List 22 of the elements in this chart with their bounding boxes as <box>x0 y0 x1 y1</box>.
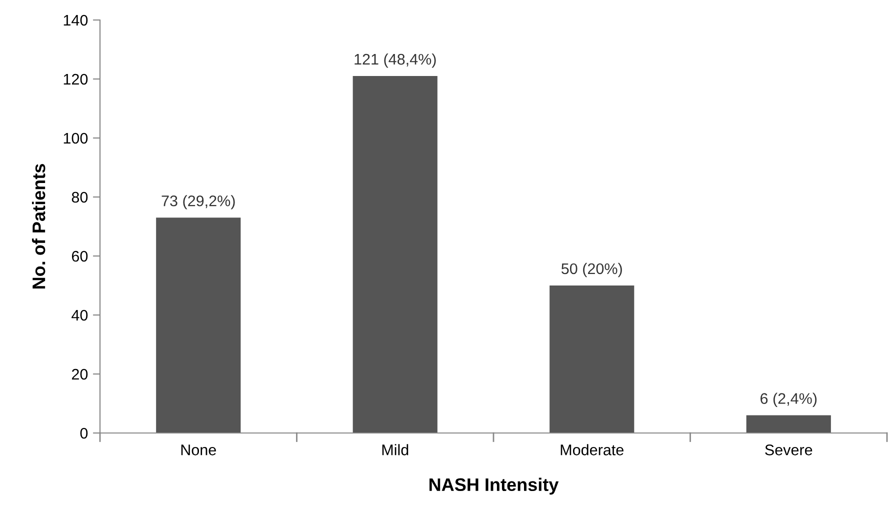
y-axis-title: No. of Patients <box>32 164 46 288</box>
data-label: 50 (20%) <box>561 262 622 278</box>
bar <box>352 76 438 433</box>
bar <box>156 218 241 433</box>
bar <box>746 415 831 433</box>
x-tick-label: Mild <box>382 444 408 456</box>
x-tick-label: None <box>181 444 216 456</box>
y-tick-label: 140 <box>64 14 88 26</box>
y-tick-label: 0 <box>80 428 88 439</box>
bar <box>550 286 634 433</box>
y-tick-label: 60 <box>72 250 88 262</box>
data-label: 73 (29,2%) <box>162 195 235 210</box>
y-tick-label: 20 <box>72 368 88 380</box>
y-tick-label: 80 <box>72 192 88 203</box>
y-tick-label: 40 <box>72 310 88 321</box>
data-label: 121 (48,4%) <box>354 53 436 68</box>
x-tick-label: Moderate <box>560 444 624 456</box>
y-tick-label: 120 <box>64 74 88 85</box>
x-axis-title: NASH Intensity <box>430 478 559 495</box>
x-tick-label: Severe <box>765 444 812 456</box>
y-tick-label: 100 <box>64 132 88 144</box>
data-label: 6 (2,4%) <box>760 392 817 407</box>
